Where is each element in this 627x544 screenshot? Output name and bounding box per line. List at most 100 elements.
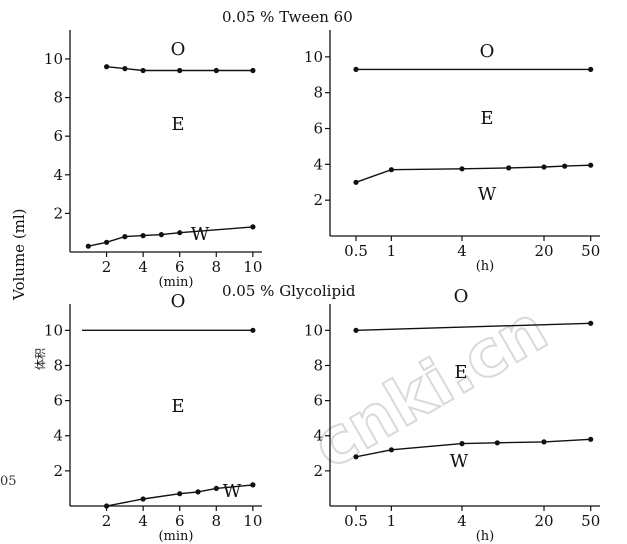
data-point-w (122, 234, 128, 240)
data-point-w (177, 230, 183, 236)
panel-tween-minutes: 2 4 6 8 10 2 4 6 8 10 (min) O E W (44, 30, 262, 290)
x-tick-label: 10 (243, 512, 262, 530)
data-point-o (177, 67, 183, 74)
data-point-w (250, 482, 256, 488)
x-axis-unit-label: (min) (158, 275, 193, 290)
series-line-o (106, 66, 253, 72)
panel-glycolipid-minutes: 2 4 6 8 10 2 4 6 8 10 (min) O E W (44, 291, 262, 544)
bottom-title: 0.05 % Glycolipid (222, 282, 356, 300)
data-point-w (158, 232, 164, 238)
y-tick-label: 4 (313, 155, 323, 173)
x-tick-label: 6 (175, 258, 185, 276)
x-tick-label: 8 (212, 258, 222, 276)
data-point-o (353, 327, 359, 333)
y-tick-label: 10 (304, 48, 323, 66)
y-axis-label: Volume (ml) (10, 208, 28, 301)
y-tick-label: 4 (53, 427, 63, 445)
y-tick-label: 6 (53, 392, 63, 410)
data-point-w (459, 166, 465, 172)
data-point-w (250, 224, 256, 230)
data-point-o (140, 67, 146, 74)
data-point-w (213, 485, 219, 491)
y-tick-label: 6 (313, 120, 323, 138)
data-point-w (388, 447, 394, 453)
data-point-w (140, 233, 146, 239)
y-tick-label: 2 (53, 462, 63, 480)
region-label-w: W (191, 224, 210, 245)
x-tick-label: 20 (534, 242, 553, 260)
x-tick-label: 2 (102, 512, 112, 530)
region-label-o: O (454, 286, 469, 307)
y-tick-label: 4 (53, 166, 63, 184)
data-point-o (213, 67, 219, 74)
x-tick-label: 1 (387, 242, 397, 260)
data-point-w (140, 496, 146, 502)
data-point-w (177, 491, 183, 497)
data-point-w (104, 503, 110, 509)
panel-tween-hours: 2 4 6 8 10 0.5 1 4 20 50 (h) O E W (304, 30, 600, 274)
x-tick-label: 50 (581, 242, 600, 260)
data-point-w (541, 439, 547, 445)
region-label-w: W (223, 481, 242, 502)
top-title: 0.05 % Tween 60 (222, 8, 353, 26)
y-axis-label-cjk: 体积 (33, 348, 47, 370)
region-label-e: E (171, 114, 184, 135)
data-point-o (250, 327, 256, 333)
series-line-o (355, 322, 591, 331)
x-tick-label: 50 (581, 512, 600, 530)
data-point-w (494, 440, 500, 446)
data-point-w (541, 164, 547, 170)
x-tick-label: 2 (102, 258, 112, 276)
data-point-w (353, 454, 359, 460)
x-tick-label: 1 (387, 512, 397, 530)
x-tick-label: 4 (138, 258, 148, 276)
data-point-w (562, 163, 568, 169)
x-tick-label: 4 (457, 512, 467, 530)
y-tick-label: 10 (44, 321, 63, 339)
y-tick-label: 6 (313, 392, 323, 410)
y-tick-label: 8 (53, 89, 63, 107)
region-label-o: O (171, 291, 186, 312)
x-axis-unit-label: (min) (158, 529, 193, 544)
y-tick-label: 2 (313, 191, 323, 209)
data-point-w (104, 239, 110, 245)
y-tick-label: 6 (53, 127, 63, 145)
y-tick-label: 8 (53, 356, 63, 374)
y-tick-label: 2 (53, 204, 63, 222)
data-point-w (588, 436, 594, 442)
data-point-o (122, 66, 128, 72)
watermark-text: cnki.cn (301, 292, 560, 484)
series-line-w (355, 438, 591, 458)
x-tick-label: 8 (212, 512, 222, 530)
data-point-w (195, 489, 201, 495)
x-tick-label: 0.5 (344, 242, 368, 260)
region-label-e: E (454, 362, 467, 383)
x-tick-label: 4 (457, 242, 467, 260)
data-point-w (388, 167, 394, 173)
x-axis-unit-label: (h) (476, 259, 495, 274)
series-line-w (88, 226, 253, 247)
panel-glycolipid-hours: 2 4 6 8 10 0.5 1 4 20 50 (h) O E W (304, 286, 600, 544)
region-label-e: E (480, 108, 493, 129)
x-tick-label: 20 (534, 512, 553, 530)
data-point-o (104, 64, 110, 70)
x-axis-unit-label: (h) (476, 529, 495, 544)
region-label-o: O (480, 41, 495, 62)
x-tick-label: 6 (175, 512, 185, 530)
data-point-w (353, 179, 359, 185)
y-tick-label: 10 (44, 50, 63, 68)
x-tick-label: 0.5 (344, 512, 368, 530)
y-tick-label: 2 (313, 462, 323, 480)
y-tick-label: 10 (304, 321, 323, 339)
y-tick-label: 8 (313, 356, 323, 374)
x-tick-label: 4 (138, 512, 148, 530)
data-point-o (588, 320, 594, 326)
region-label-e: E (171, 396, 184, 417)
data-point-o (250, 67, 256, 74)
data-point-w (506, 165, 512, 171)
region-label-w: W (450, 451, 469, 472)
data-point-w (459, 441, 465, 447)
data-point-o (588, 66, 594, 72)
left-edge-fragment: 05 (0, 474, 17, 489)
